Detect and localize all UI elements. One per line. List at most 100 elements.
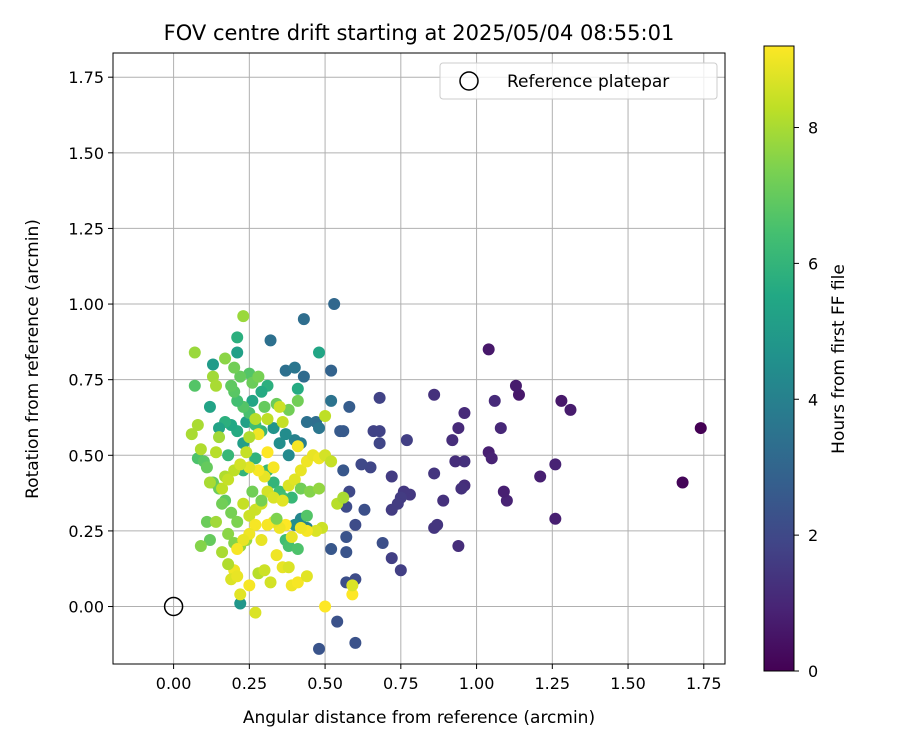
data-point bbox=[313, 422, 326, 435]
x-tick-label: 0.00 bbox=[156, 674, 192, 693]
legend-label: Reference platepar bbox=[507, 72, 669, 92]
data-point bbox=[231, 331, 244, 344]
data-point bbox=[200, 515, 213, 528]
data-point bbox=[234, 588, 247, 601]
colorbar-tick-label: 6 bbox=[808, 254, 818, 273]
data-point bbox=[291, 382, 304, 395]
data-point bbox=[258, 400, 271, 413]
colorbar-tick-label: 4 bbox=[808, 390, 818, 409]
data-point bbox=[252, 428, 265, 441]
data-point bbox=[555, 394, 568, 407]
x-tick-label: 0.50 bbox=[307, 674, 343, 693]
y-axis-label: Rotation from reference (arcmin) bbox=[23, 219, 43, 499]
data-point bbox=[231, 543, 244, 556]
data-point bbox=[340, 546, 353, 559]
data-point bbox=[206, 370, 219, 383]
y-tick-label: 1.75 bbox=[68, 68, 104, 87]
x-tick-label: 1.75 bbox=[686, 674, 722, 693]
data-point bbox=[349, 636, 362, 649]
data-point bbox=[337, 464, 350, 477]
legend-reference-marker bbox=[459, 71, 479, 91]
data-point bbox=[231, 346, 244, 359]
data-point bbox=[249, 606, 262, 619]
data-point bbox=[279, 428, 292, 441]
data-point bbox=[291, 543, 304, 556]
data-point bbox=[252, 464, 265, 477]
data-point bbox=[213, 422, 226, 435]
data-point bbox=[276, 494, 289, 507]
data-point bbox=[309, 524, 322, 537]
data-point bbox=[488, 394, 501, 407]
data-point bbox=[237, 310, 250, 323]
data-point bbox=[446, 434, 459, 447]
data-point bbox=[297, 370, 310, 383]
data-point bbox=[240, 446, 253, 459]
data-point bbox=[340, 500, 353, 513]
y-tick-label: 1.50 bbox=[68, 144, 104, 163]
data-point bbox=[428, 388, 441, 401]
data-point bbox=[191, 419, 204, 432]
data-point bbox=[294, 521, 307, 534]
data-point bbox=[243, 431, 256, 444]
data-point bbox=[203, 476, 216, 489]
data-point bbox=[213, 431, 226, 444]
data-point bbox=[300, 570, 313, 583]
data-point bbox=[349, 518, 362, 531]
data-point bbox=[194, 443, 207, 456]
data-point bbox=[285, 530, 298, 543]
data-point bbox=[270, 549, 283, 562]
data-point bbox=[509, 379, 522, 392]
data-point bbox=[234, 370, 247, 383]
data-point bbox=[231, 570, 244, 583]
data-point bbox=[494, 422, 507, 435]
data-point bbox=[188, 379, 201, 392]
legend-box bbox=[439, 62, 718, 100]
data-point bbox=[449, 455, 462, 468]
x-tick-label: 1.50 bbox=[610, 674, 646, 693]
reference-platepar-marker bbox=[163, 596, 184, 617]
y-tick-label: 0.25 bbox=[68, 522, 104, 541]
data-point bbox=[385, 470, 398, 483]
data-point bbox=[358, 503, 371, 516]
data-point bbox=[325, 543, 338, 556]
data-point bbox=[428, 467, 441, 480]
colorbar-tick-label: 2 bbox=[808, 526, 818, 545]
data-point bbox=[234, 597, 247, 610]
data-point bbox=[512, 388, 525, 401]
data-point bbox=[291, 440, 304, 453]
y-axis-ticks: 0.00 0.25 0.50 0.75 1.00 1.25 1.50 1.75 bbox=[68, 68, 113, 617]
data-point bbox=[231, 394, 244, 407]
data-point bbox=[219, 352, 232, 365]
data-point bbox=[270, 512, 283, 525]
data-point bbox=[394, 564, 407, 577]
data-point bbox=[385, 503, 398, 516]
data-point bbox=[343, 400, 356, 413]
data-point bbox=[225, 506, 238, 519]
data-point bbox=[485, 452, 498, 465]
data-point bbox=[385, 552, 398, 565]
data-point bbox=[313, 346, 326, 359]
data-point bbox=[210, 446, 223, 459]
data-point bbox=[534, 470, 547, 483]
data-point bbox=[216, 546, 229, 559]
data-point bbox=[549, 512, 562, 525]
data-point bbox=[267, 461, 280, 474]
data-point bbox=[203, 400, 216, 413]
data-point bbox=[222, 527, 235, 540]
data-point bbox=[364, 461, 377, 474]
data-point bbox=[279, 364, 292, 377]
data-point bbox=[206, 358, 219, 371]
data-point bbox=[676, 476, 689, 489]
data-point bbox=[203, 533, 216, 546]
data-point bbox=[240, 416, 253, 429]
x-tick-label: 1.25 bbox=[534, 674, 570, 693]
data-point bbox=[246, 485, 259, 498]
data-point bbox=[276, 416, 289, 429]
data-point bbox=[297, 313, 310, 326]
data-point bbox=[497, 485, 510, 498]
data-point bbox=[243, 367, 256, 380]
grid-lines bbox=[113, 53, 725, 664]
data-point bbox=[252, 370, 265, 383]
data-point bbox=[243, 461, 256, 474]
data-point bbox=[210, 515, 223, 528]
